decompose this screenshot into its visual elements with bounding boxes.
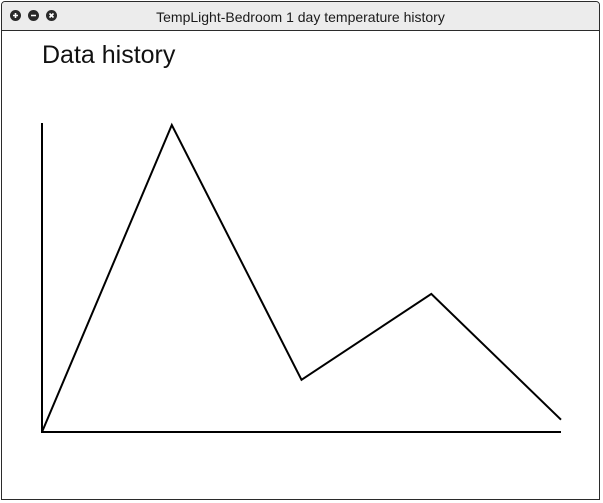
window-title: TempLight-Bedroom 1 day temperature hist… (156, 9, 445, 25)
maximize-button[interactable] (10, 10, 21, 21)
page-title: Data history (42, 41, 176, 69)
content-area: Data history (2, 31, 599, 499)
window-controls (10, 10, 57, 21)
series-line (41, 122, 562, 433)
minimize-button[interactable] (28, 10, 39, 21)
title-bar[interactable]: TempLight-Bedroom 1 day temperature hist… (2, 2, 599, 31)
plus-icon (13, 13, 18, 18)
close-button[interactable] (46, 10, 57, 21)
close-icon (48, 12, 55, 19)
line-chart (41, 122, 562, 433)
series-group (41, 122, 562, 433)
minus-icon (31, 14, 36, 17)
